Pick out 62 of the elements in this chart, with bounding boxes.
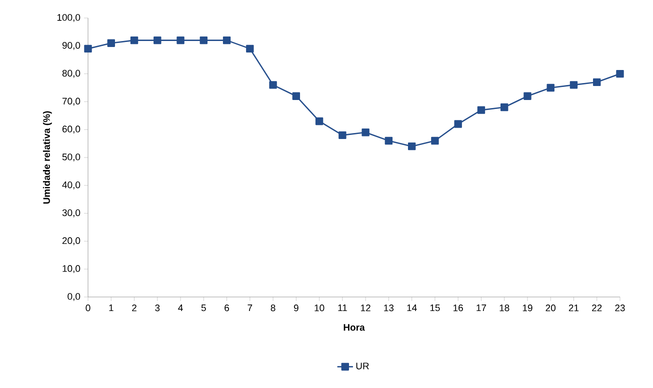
y-tick-label: 80,0 (62, 70, 80, 78)
point (200, 36, 208, 44)
point (222, 36, 231, 44)
x-tick-label: 5 (201, 304, 206, 312)
x-tick-label: 20 (546, 304, 556, 312)
y-tick-label: 50,0 (62, 154, 80, 162)
x-tick-label: 21 (568, 304, 579, 312)
x-tick-label: 10 (314, 304, 324, 312)
x-tick-label: 15 (430, 304, 440, 312)
point (362, 128, 370, 136)
x-tick-label: 3 (155, 304, 160, 312)
x-tick-label: 18 (500, 304, 510, 312)
point (500, 103, 508, 112)
point (107, 39, 115, 47)
x-tick-label: 11 (338, 304, 347, 312)
y-tick-label: 0,0 (68, 293, 80, 301)
y-tick-label: 20,0 (62, 237, 80, 246)
x-tick-label: 4 (178, 304, 183, 312)
point (384, 136, 393, 145)
point (570, 81, 578, 89)
x-tick-label: 6 (224, 304, 230, 312)
x-tick-label: 23 (615, 304, 625, 312)
point (176, 36, 184, 44)
point (269, 81, 277, 89)
x-tick-label: 7 (248, 304, 252, 312)
y-tick-label: 10,0 (62, 265, 80, 274)
x-tick-label: 17 (476, 304, 486, 312)
point (408, 142, 416, 150)
point (546, 84, 554, 92)
point (616, 70, 624, 78)
y-tick-label: 90,0 (62, 42, 80, 50)
y-axis-title: Umidade relativa (%) (42, 111, 52, 204)
x-tick-label: 0 (86, 304, 90, 312)
x-tick-label: 9 (294, 304, 298, 312)
point (154, 36, 162, 44)
legend-label: UR (356, 362, 369, 370)
y-tick-label: 40,0 (62, 181, 80, 190)
y-tick-label: 100,0 (57, 14, 80, 22)
point (315, 117, 324, 126)
y-tick-label: 70,0 (62, 98, 80, 106)
x-tick-label: 14 (407, 304, 417, 312)
y-tick-label: 60,0 (62, 126, 80, 134)
x-axis-title: Hora (344, 324, 365, 331)
x-tick-label: 13 (384, 304, 394, 312)
x-tick-label: 16 (454, 304, 463, 312)
point (593, 78, 601, 86)
point (524, 92, 532, 100)
point (454, 120, 462, 128)
point (84, 44, 92, 53)
point (477, 106, 486, 114)
x-tick-label: 19 (522, 304, 532, 312)
point (338, 131, 346, 140)
point (246, 44, 254, 53)
y-tick-label: 30,0 (62, 209, 80, 218)
point (431, 136, 439, 145)
x-tick-label: 8 (270, 304, 276, 312)
x-tick-label: 2 (132, 304, 136, 312)
point (292, 92, 300, 100)
x-tick-label: 1 (109, 304, 114, 312)
x-tick-label: 12 (361, 304, 370, 312)
x-tick-label: 22 (592, 304, 602, 312)
point (130, 36, 138, 44)
